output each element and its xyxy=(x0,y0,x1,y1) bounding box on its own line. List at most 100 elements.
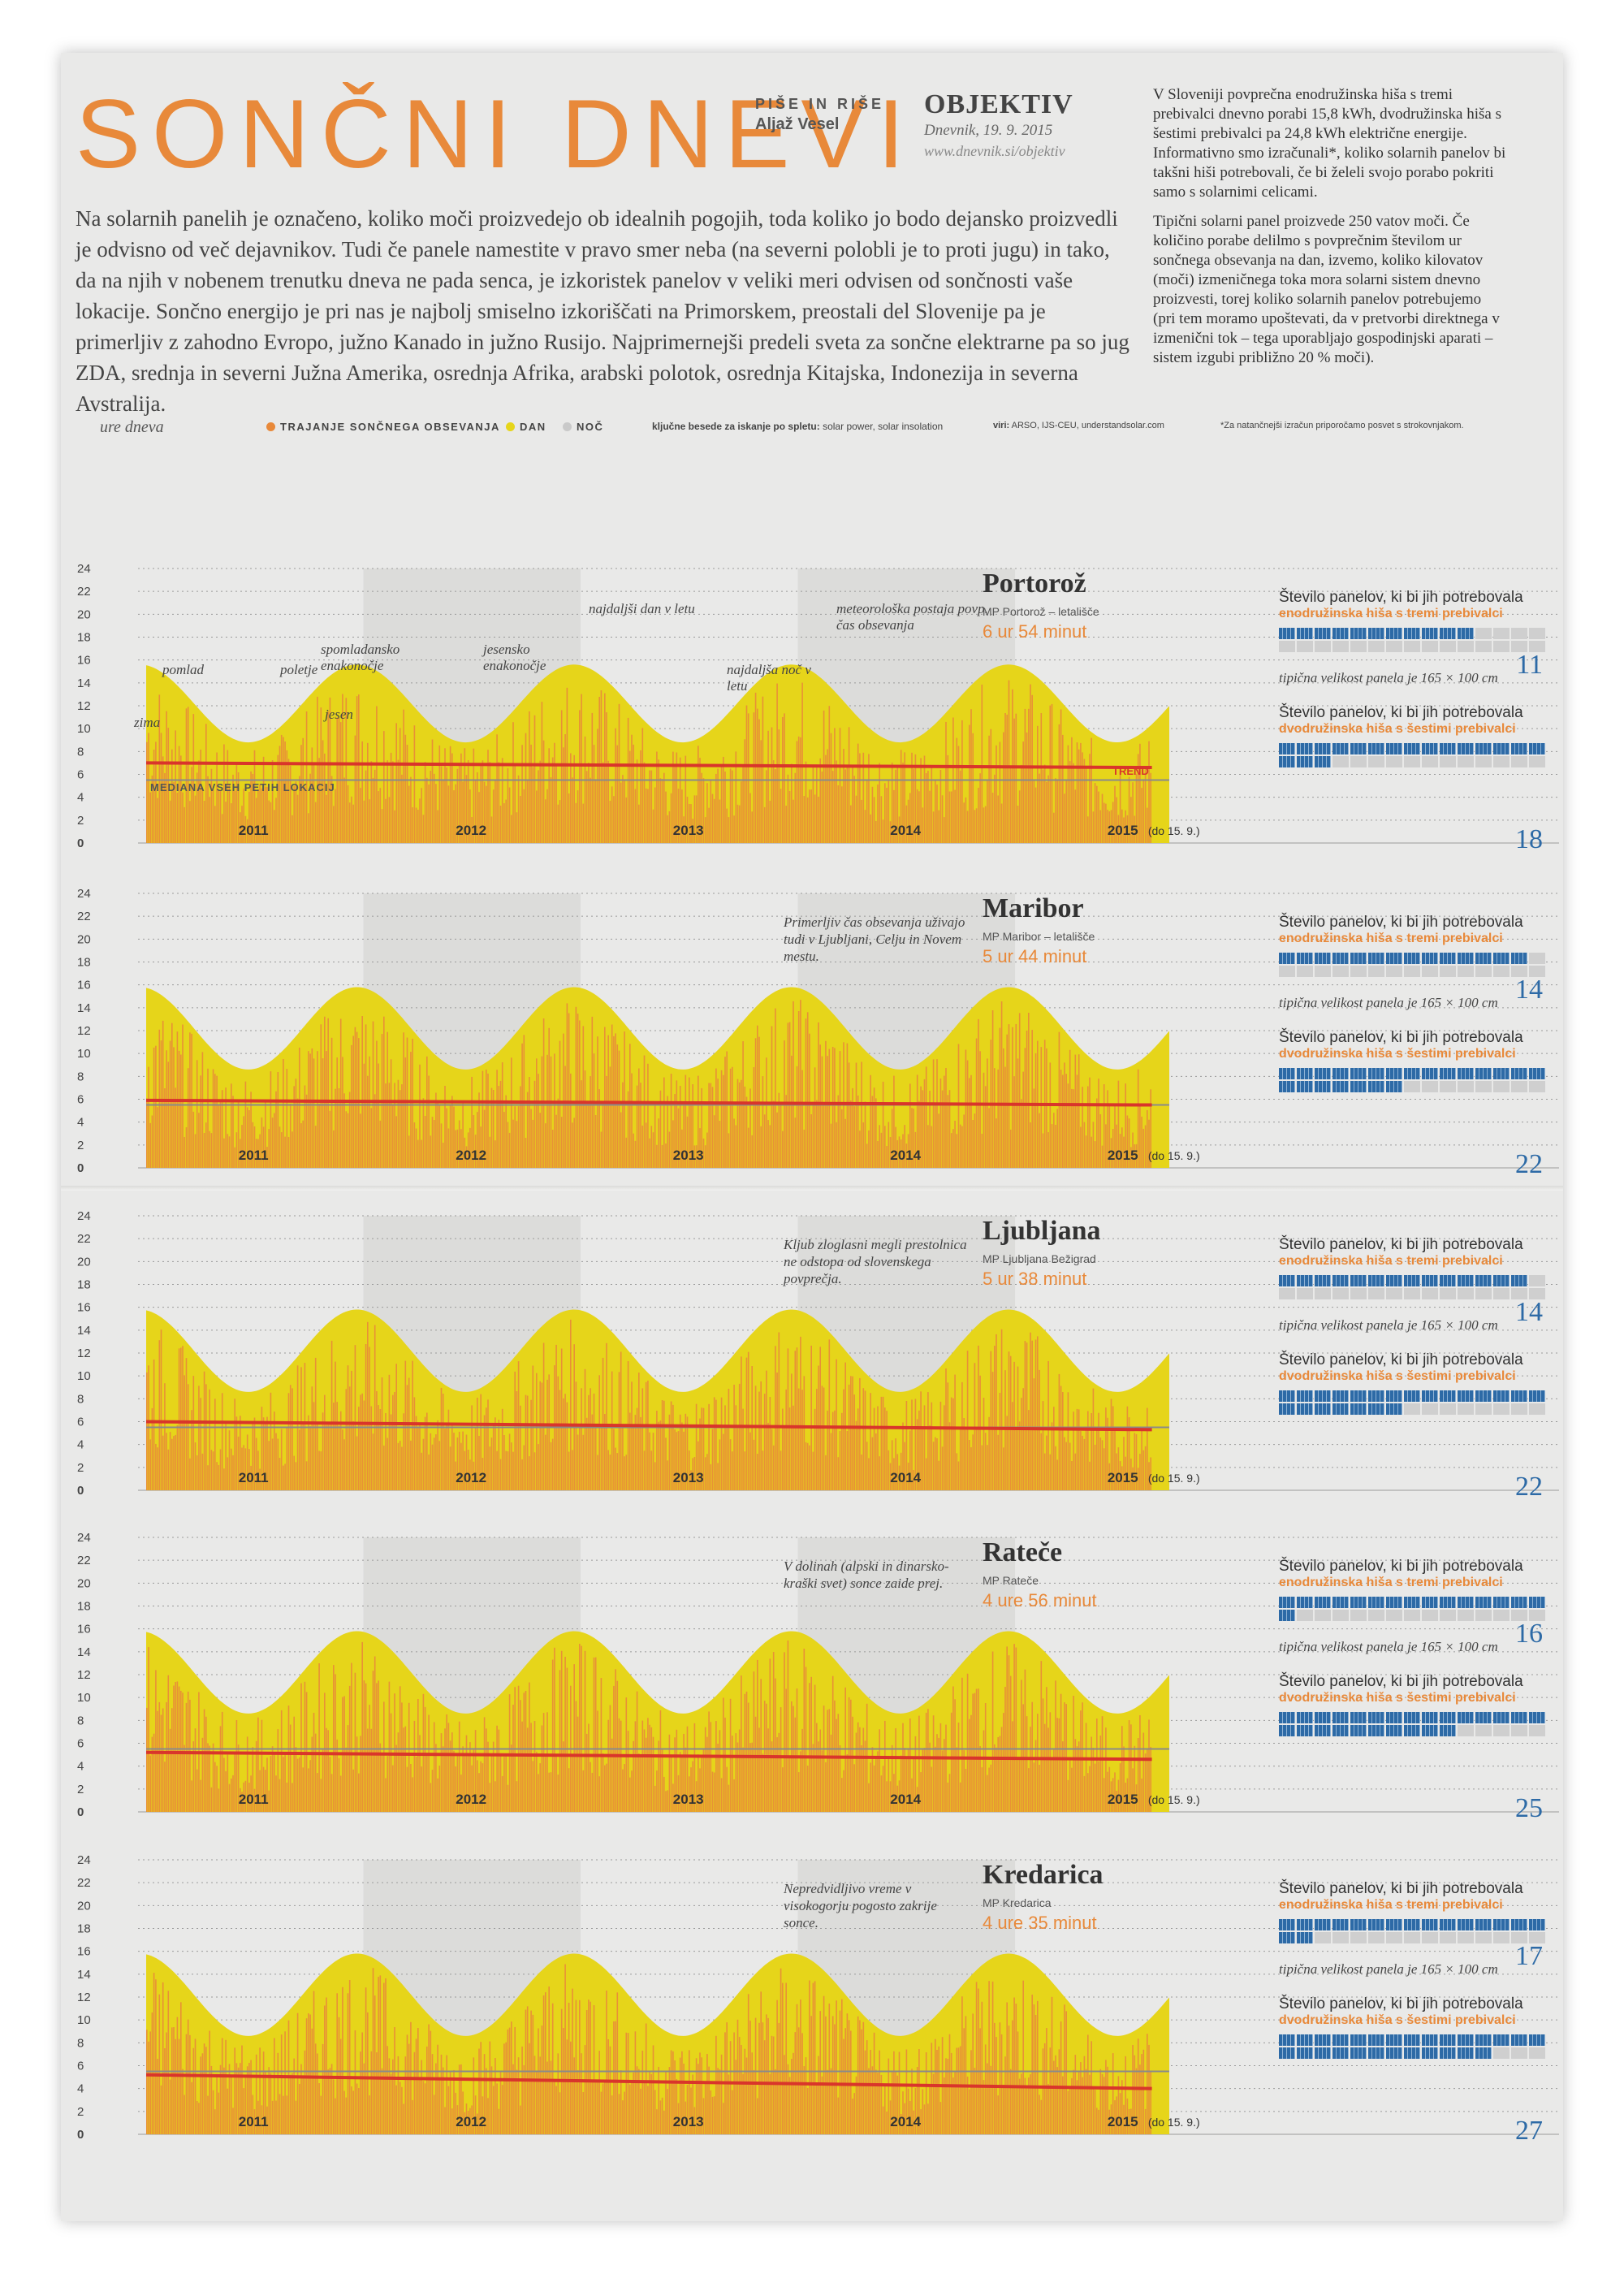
sunshine-bar xyxy=(507,1784,509,1812)
sunshine-bar xyxy=(426,777,428,843)
sunshine-bar xyxy=(692,1458,693,1490)
sunshine-bar xyxy=(176,793,179,843)
sunshine-bar xyxy=(327,1730,329,1812)
sunshine-bar xyxy=(902,762,904,843)
sunshine-bar xyxy=(751,811,753,843)
sunshine-bar xyxy=(1003,2085,1004,2134)
sunshine-bar xyxy=(435,1092,437,1168)
solar-panel-cell xyxy=(1440,641,1456,652)
sunshine-bar xyxy=(401,2086,403,2134)
sunshine-bar xyxy=(501,758,503,843)
solar-panel-cell xyxy=(1404,628,1420,639)
solar-panel-cell xyxy=(1297,743,1313,754)
sunshine-bar xyxy=(376,2052,378,2134)
sunshine-bar xyxy=(555,1756,557,1812)
sunshine-bar xyxy=(422,815,425,843)
sunshine-bar xyxy=(791,1055,793,1168)
solar-panel-cell xyxy=(1279,1610,1295,1621)
sunshine-bar xyxy=(401,1702,403,1812)
sunshine-bar xyxy=(322,1058,324,1168)
sunshine-bar xyxy=(873,1087,875,1168)
sunshine-bar xyxy=(1053,1407,1055,1490)
sunshine-bar xyxy=(433,1437,435,1490)
solar-panel-cell xyxy=(1529,1932,1545,1943)
sunshine-bar xyxy=(745,1691,748,1812)
sunshine-bar xyxy=(471,1405,473,1490)
sunshine-bar xyxy=(936,1059,938,1168)
sunshine-bar xyxy=(326,1997,327,2134)
sunshine-bar xyxy=(339,2038,342,2134)
sunshine-bar xyxy=(975,808,978,843)
sunshine-bar xyxy=(356,1736,358,1812)
sunshine-bar xyxy=(645,1737,647,1812)
sunshine-bar xyxy=(784,1652,785,1812)
sunshine-bar xyxy=(1150,772,1151,843)
y-tick-label: 24 xyxy=(77,1853,91,1867)
sunshine-bar xyxy=(200,1075,201,1168)
sunshine-bar xyxy=(212,1743,214,1812)
sunshine-bar xyxy=(289,1385,292,1490)
sunshine-bar xyxy=(1018,2078,1021,2134)
sunshine-bar xyxy=(652,1132,654,1168)
sunshine-bar xyxy=(780,1450,782,1490)
sunshine-bar xyxy=(681,1129,683,1168)
sunshine-bar xyxy=(972,1693,974,1812)
six-person-subheading: dvodružinska hiša s šestimi prebivalci xyxy=(1279,1691,1516,1705)
sunshine-bar xyxy=(969,724,970,843)
solar-panel-cell xyxy=(1458,1275,1474,1286)
sunshine-bar xyxy=(360,788,361,843)
solar-panel-cell xyxy=(1386,1919,1402,1930)
solar-panel-cell xyxy=(1368,2034,1384,2046)
sunshine-bar xyxy=(702,778,705,843)
sunshine-bar xyxy=(1009,1675,1012,1812)
sunshine-bar xyxy=(240,1139,241,1168)
sunshine-bar xyxy=(326,1424,327,1490)
sunshine-bar xyxy=(823,1706,825,1812)
sunshine-bar xyxy=(972,733,974,843)
sunshine-bar xyxy=(1058,724,1060,843)
sunshine-bar xyxy=(198,760,200,843)
sunshine-bar xyxy=(1130,1458,1132,1490)
sunshine-bar xyxy=(751,2052,753,2134)
sunshine-bar xyxy=(931,1766,933,1812)
sunshine-bar xyxy=(701,1087,702,1168)
sunshine-bar xyxy=(542,1018,545,1168)
sunshine-bar xyxy=(151,775,153,843)
solar-panel-cell xyxy=(1297,1919,1313,1930)
sunshine-bar xyxy=(1080,1126,1082,1168)
sunshine-bar xyxy=(514,1371,516,1490)
sunshine-bar xyxy=(489,1136,491,1168)
sunshine-bar xyxy=(446,2055,447,2134)
sunshine-bar xyxy=(659,1420,662,1490)
sunshine-bar xyxy=(724,772,726,843)
sunshine-bar xyxy=(437,2044,438,2134)
sunshine-bar xyxy=(686,1116,689,1168)
sunshine-bar xyxy=(255,1437,257,1490)
sunshine-bar xyxy=(271,1118,274,1168)
sunshine-bar xyxy=(460,1775,462,1812)
sunshine-bar xyxy=(889,1463,892,1490)
sunshine-bar xyxy=(916,2067,918,2134)
sunshine-bar xyxy=(1060,1693,1062,1812)
sunshine-bar xyxy=(911,752,913,843)
sunshine-bar xyxy=(1139,1105,1141,1168)
sunshine-bar xyxy=(810,2016,812,2134)
sidebar-text: V Sloveniji povprečna enodružinska hiša … xyxy=(1153,85,1506,378)
sunshine-bar xyxy=(695,2058,698,2134)
three-person-subheading: enodružinska hiša s tremi prebivalci xyxy=(1279,932,1503,945)
sunshine-bar xyxy=(271,760,274,843)
sunshine-bar xyxy=(652,1736,654,1812)
sunshine-bar xyxy=(300,1367,302,1490)
sunshine-bar xyxy=(318,1450,320,1490)
sunshine-bar xyxy=(270,802,272,843)
sunshine-bar xyxy=(970,1074,972,1168)
solar-panel-cell xyxy=(1332,1610,1349,1621)
sunshine-bar xyxy=(843,1770,844,1812)
solar-panel-cell xyxy=(1368,953,1384,964)
sunshine-bar xyxy=(723,1433,724,1490)
sunshine-bar xyxy=(593,1053,595,1168)
sunshine-bar xyxy=(620,2070,622,2134)
sunshine-bar xyxy=(261,2105,263,2134)
sunshine-bar xyxy=(896,1454,899,1490)
sunshine-bar xyxy=(816,2083,818,2134)
